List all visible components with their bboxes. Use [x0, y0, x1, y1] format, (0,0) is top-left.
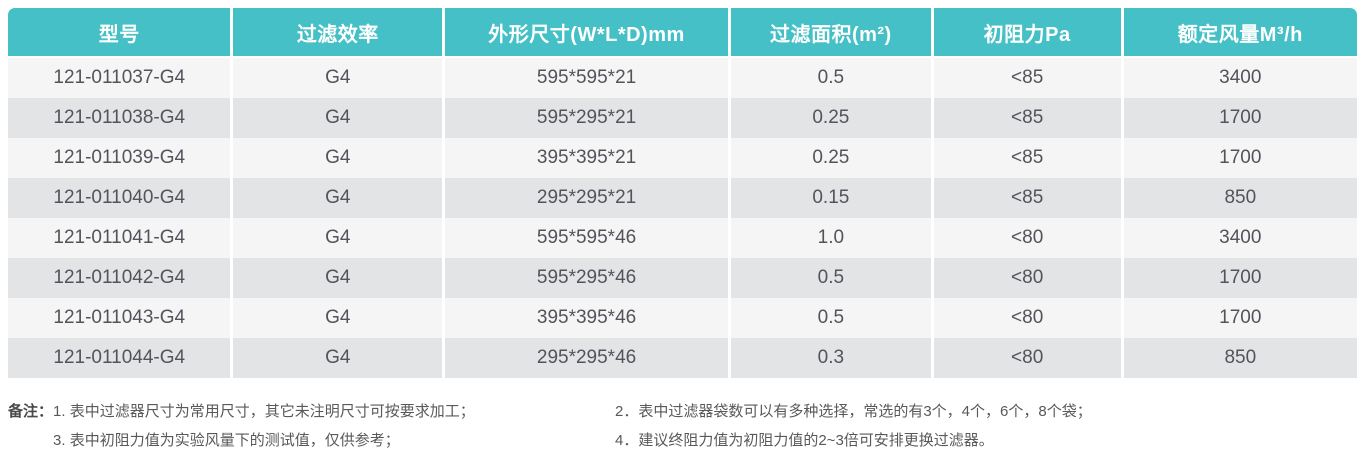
- table-row: 121-011037-G4 G4 595*595*21 0.5 <85 3400: [8, 58, 1357, 98]
- cell-dimensions: 595*595*21: [445, 58, 728, 98]
- table-row: 121-011043-G4 G4 395*395*46 0.5 <80 1700: [8, 298, 1357, 338]
- header-resistance: 初阻力Pa: [933, 8, 1121, 56]
- cell-area: 0.15: [730, 178, 931, 218]
- cell-dimensions: 395*395*46: [445, 298, 728, 338]
- cell-airflow: 1700: [1123, 258, 1357, 298]
- notes-left-column: 备注： 1. 表中过滤器尺寸为常用尺寸，其它未注明尺寸可按要求加工； 3. 表中…: [8, 397, 615, 455]
- notes-left-items: 1. 表中过滤器尺寸为常用尺寸，其它未注明尺寸可按要求加工； 3. 表中初阻力值…: [53, 397, 475, 455]
- header-efficiency: 过滤效率: [233, 8, 443, 56]
- cell-model: 121-011037-G4: [8, 58, 231, 98]
- cell-resistance: <85: [933, 138, 1121, 178]
- cell-dimensions: 595*295*21: [445, 98, 728, 138]
- notes-label: 备注：: [8, 403, 54, 420]
- cell-area: 0.3: [730, 338, 931, 378]
- cell-model: 121-011039-G4: [8, 138, 231, 178]
- header-airflow: 额定风量M³/h: [1123, 8, 1357, 56]
- cell-dimensions: 595*595*46: [445, 218, 728, 258]
- cell-area: 0.5: [730, 298, 931, 338]
- cell-airflow: 850: [1123, 338, 1357, 378]
- cell-resistance: <85: [933, 178, 1121, 218]
- table-row: 121-011044-G4 G4 295*295*46 0.3 <80 850: [8, 338, 1357, 378]
- table-header-row: 型号 过滤效率 外形尺寸(W*L*D)mm 过滤面积(m²) 初阻力Pa 额定风…: [8, 8, 1357, 56]
- cell-model: 121-011041-G4: [8, 218, 231, 258]
- table-row: 121-011041-G4 G4 595*595*46 1.0 <80 3400: [8, 218, 1357, 258]
- cell-dimensions: 395*395*21: [445, 138, 728, 178]
- cell-resistance: <80: [933, 338, 1121, 378]
- cell-airflow: 850: [1123, 178, 1357, 218]
- note-item-4: 4．建议终阻力值为初阻力值的2~3倍可安排更换过滤器。: [615, 432, 994, 449]
- table-row: 121-011039-G4 G4 395*395*21 0.25 <85 170…: [8, 138, 1357, 178]
- cell-resistance: <85: [933, 58, 1121, 98]
- header-filter-area: 过滤面积(m²): [730, 8, 931, 56]
- cell-area: 1.0: [730, 218, 931, 258]
- cell-model: 121-011042-G4: [8, 258, 231, 298]
- cell-dimensions: 295*295*46: [445, 338, 728, 378]
- filter-spec-table: 型号 过滤效率 外形尺寸(W*L*D)mm 过滤面积(m²) 初阻力Pa 额定风…: [8, 8, 1357, 378]
- header-model: 型号: [8, 8, 231, 56]
- cell-airflow: 1700: [1123, 98, 1357, 138]
- table-row: 121-011042-G4 G4 595*295*46 0.5 <80 1700: [8, 258, 1357, 298]
- cell-model: 121-011038-G4: [8, 98, 231, 138]
- cell-efficiency: G4: [233, 178, 443, 218]
- cell-airflow: 3400: [1123, 218, 1357, 258]
- cell-dimensions: 295*295*21: [445, 178, 728, 218]
- cell-efficiency: G4: [233, 138, 443, 178]
- cell-airflow: 3400: [1123, 58, 1357, 98]
- cell-efficiency: G4: [233, 298, 443, 338]
- note-item-2: 2．表中过滤器袋数可以有多种选择，常选的有3个，4个，6个，8个袋；: [615, 403, 1092, 420]
- table-row: 121-011040-G4 G4 295*295*21 0.15 <85 850: [8, 178, 1357, 218]
- notes-section: 备注： 1. 表中过滤器尺寸为常用尺寸，其它未注明尺寸可按要求加工； 3. 表中…: [8, 397, 1357, 455]
- table-body: 121-011037-G4 G4 595*595*21 0.5 <85 3400…: [8, 58, 1357, 378]
- notes-right-column: 2．表中过滤器袋数可以有多种选择，常选的有3个，4个，6个，8个袋； 4．建议终…: [615, 397, 1357, 455]
- cell-resistance: <80: [933, 258, 1121, 298]
- cell-airflow: 1700: [1123, 298, 1357, 338]
- cell-resistance: <80: [933, 298, 1121, 338]
- note-item-1: 1. 表中过滤器尺寸为常用尺寸，其它未注明尺寸可按要求加工；: [53, 403, 475, 420]
- cell-efficiency: G4: [233, 338, 443, 378]
- header-dimensions: 外形尺寸(W*L*D)mm: [445, 8, 728, 56]
- table-row: 121-011038-G4 G4 595*295*21 0.25 <85 170…: [8, 98, 1357, 138]
- cell-efficiency: G4: [233, 258, 443, 298]
- cell-efficiency: G4: [233, 218, 443, 258]
- cell-airflow: 1700: [1123, 138, 1357, 178]
- cell-area: 0.25: [730, 98, 931, 138]
- cell-area: 0.25: [730, 138, 931, 178]
- cell-area: 0.5: [730, 258, 931, 298]
- cell-resistance: <80: [933, 218, 1121, 258]
- cell-efficiency: G4: [233, 98, 443, 138]
- cell-resistance: <85: [933, 98, 1121, 138]
- cell-model: 121-011043-G4: [8, 298, 231, 338]
- cell-efficiency: G4: [233, 58, 443, 98]
- cell-dimensions: 595*295*46: [445, 258, 728, 298]
- cell-area: 0.5: [730, 58, 931, 98]
- note-item-3: 3. 表中初阻力值为实验风量下的测试值，仅供参考；: [53, 432, 400, 449]
- cell-model: 121-011044-G4: [8, 338, 231, 378]
- cell-model: 121-011040-G4: [8, 178, 231, 218]
